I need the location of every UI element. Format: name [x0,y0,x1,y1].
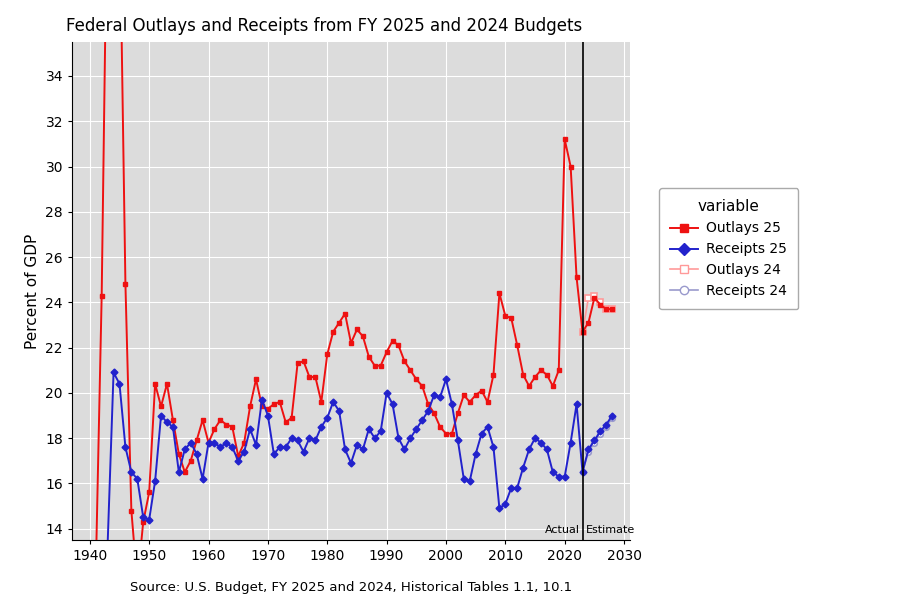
Receipts 25 [357,446,368,453]
Receipts 25 [554,473,564,480]
Outlays 24 [595,299,606,306]
Outlays 25 [197,416,208,424]
Outlays 24 [607,305,617,313]
Outlays 25 [292,360,303,367]
Receipts 25 [292,437,303,444]
Legend: Outlays 25, Receipts 25, Outlays 24, Receipts 24: Outlays 25, Receipts 25, Outlays 24, Rec… [660,188,798,310]
Receipts 24 [607,414,617,421]
Text: Actual: Actual [544,526,580,535]
Receipts 25 [197,475,208,482]
Receipts 25 [108,369,119,376]
Receipts 24 [589,439,599,446]
Receipts 24 [583,448,594,455]
Line: Outlays 25: Outlays 25 [87,0,615,600]
Receipts 24 [601,423,612,430]
Outlays 25 [607,305,617,313]
Receipts 25 [144,516,155,523]
Outlays 25 [144,489,155,496]
Line: Receipts 25: Receipts 25 [87,370,615,600]
Receipts 25 [607,412,617,419]
Text: Source: U.S. Budget, FY 2025 and 2024, Historical Tables 1.1, 10.1: Source: U.S. Budget, FY 2025 and 2024, H… [130,581,572,594]
Text: Federal Outlays and Receipts from FY 2025 and 2024 Budgets: Federal Outlays and Receipts from FY 202… [67,17,582,35]
Outlays 24 [583,294,594,301]
Receipts 25 [156,412,166,419]
Line: Outlays 24: Outlays 24 [580,293,615,335]
Outlays 24 [577,328,588,335]
Receipts 24 [595,430,606,437]
Outlays 25 [357,332,368,340]
Outlays 24 [589,292,599,299]
Y-axis label: Percent of GDP: Percent of GDP [24,233,40,349]
Line: Receipts 24: Receipts 24 [580,415,615,475]
Outlays 25 [156,403,166,410]
Text: Estimate: Estimate [586,526,634,535]
Outlays 24 [601,305,612,313]
Receipts 24 [577,469,588,476]
Outlays 25 [554,367,564,374]
